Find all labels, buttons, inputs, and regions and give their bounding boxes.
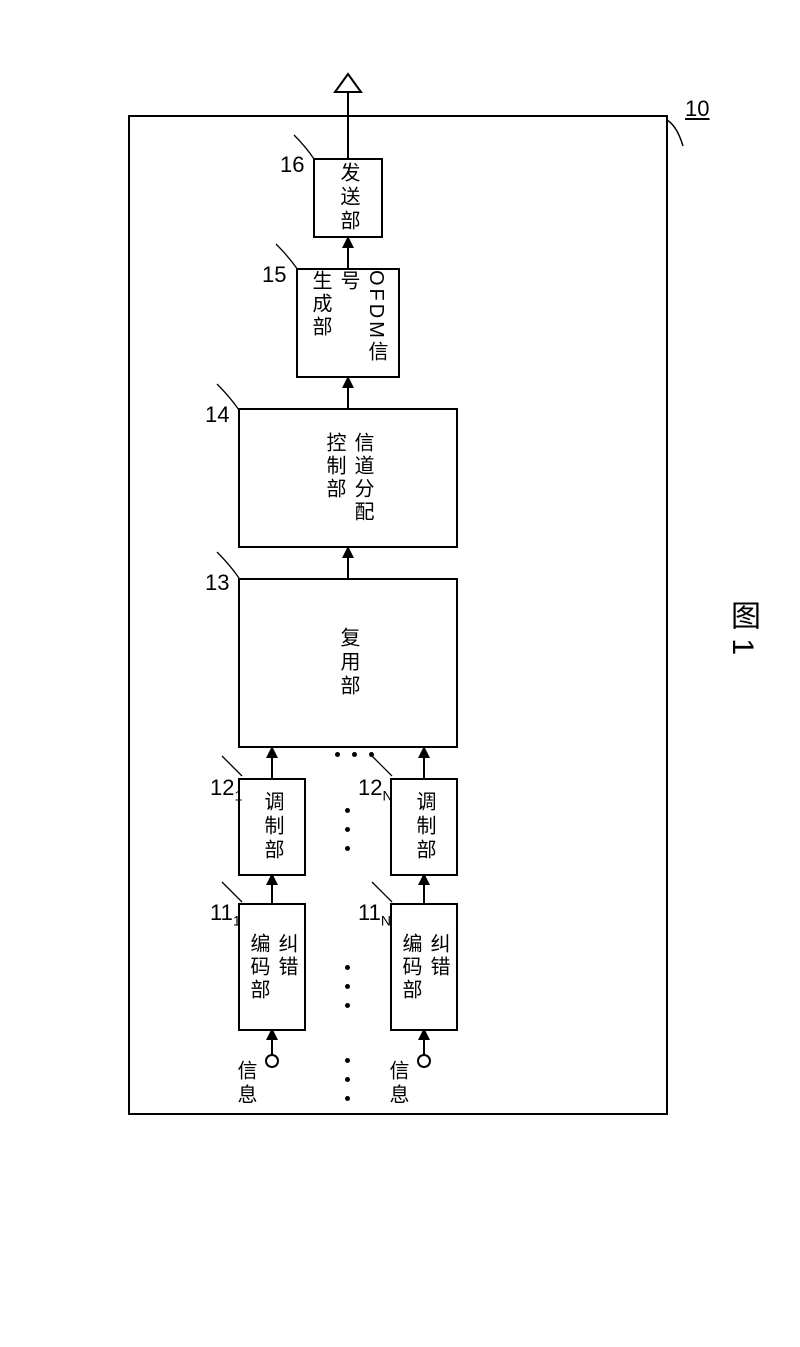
mod-n-block: 调制部: [390, 778, 458, 876]
ellipsis-inputs: [345, 1058, 350, 1101]
encoder-1-block: 纠错 编码部: [238, 903, 306, 1031]
mod-n-ref: 12N: [358, 775, 393, 803]
encoder-1-text: 纠错 编码部: [244, 933, 300, 1002]
ellipsis-encoders: [325, 965, 350, 1008]
encoder-n-text: 纠错 编码部: [396, 933, 452, 1002]
alloc-ref-curve: [215, 382, 243, 412]
encoder-1-ref-curve: [220, 880, 245, 905]
mod-n-text: 调制部: [411, 791, 437, 863]
mod-1-ref-curve: [220, 754, 245, 779]
mod-n-ref-curve: [370, 754, 395, 779]
ofdm-text: OFDM信号 生成部: [306, 270, 390, 376]
mux-text: 复用部: [335, 627, 361, 699]
alloc-text: 信道分配 控制部: [320, 432, 376, 524]
edge-modn-mux: [423, 758, 425, 778]
edge-mod1-mux: [271, 758, 273, 778]
ofdm-block: OFDM信号 生成部: [296, 268, 400, 378]
input-port-n: [417, 1054, 431, 1068]
ellipsis-mods: [325, 808, 350, 851]
mux-ref-curve: [215, 550, 243, 580]
edge-enc1-mod1: [271, 885, 273, 903]
tx-block: 发送部: [313, 158, 383, 238]
tx-text: 发送部: [335, 162, 361, 234]
figure-label: 图 1: [720, 600, 764, 655]
antenna-icon: [333, 72, 363, 94]
system-ref-curve: [665, 118, 695, 148]
input-port-1: [265, 1054, 279, 1068]
encoder-n-block: 纠错 编码部: [390, 903, 458, 1031]
ofdm-ref-curve: [274, 242, 302, 272]
edge-encn-modn: [423, 885, 425, 903]
mod-1-block: 调制部: [238, 778, 306, 876]
edge-mux-alloc: [347, 558, 349, 578]
edge-input1-encoder1: [271, 1040, 273, 1056]
edge-ofdm-tx: [347, 248, 349, 268]
mod-1-text: 调制部: [259, 791, 285, 863]
diagram-canvas: 10 信息 纠错 编码部 111 调制部 121 信息: [0, 0, 800, 1347]
edge-tx-antenna: [347, 92, 349, 158]
mux-block: 复用部: [238, 578, 458, 748]
edge-inputn-encodern: [423, 1040, 425, 1056]
input-label-1: 信息: [231, 1060, 260, 1108]
ellipsis-mux-in: [325, 752, 374, 757]
edge-alloc-ofdm: [347, 388, 349, 408]
encoder-n-ref-curve: [370, 880, 395, 905]
tx-ref-curve: [292, 133, 318, 161]
alloc-block: 信道分配 控制部: [238, 408, 458, 548]
mod-1-ref: 121: [210, 775, 242, 803]
input-label-n: 信息: [383, 1060, 412, 1108]
